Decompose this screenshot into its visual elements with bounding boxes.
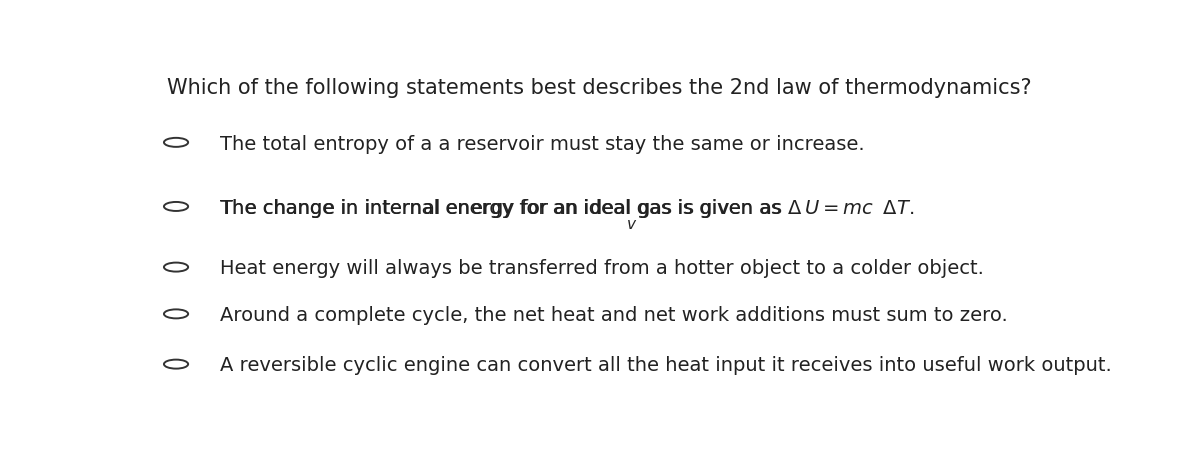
Text: A reversible cyclic engine can convert all the heat input it receives into usefu: A reversible cyclic engine can convert a… [220,356,1111,375]
Text: Heat energy will always be transferred from a hotter object to a colder object.: Heat energy will always be transferred f… [220,259,984,279]
Text: The change in internal energy for an ideal gas is given as: The change in internal energy for an ide… [220,199,787,218]
Text: The total entropy of a a reservoir must stay the same or increase.: The total entropy of a a reservoir must … [220,135,864,153]
Text: Which of the following statements best describes the 2nd law of thermodynamics?: Which of the following statements best d… [167,78,1031,98]
Text: The change in internal energy for an ideal gas is given as $\Delta\,U = mc\;\;\D: The change in internal energy for an ide… [220,197,914,220]
Text: Around a complete cycle, the net heat and net work additions must sum to zero.: Around a complete cycle, the net heat an… [220,306,1008,325]
Text: v: v [626,217,636,232]
